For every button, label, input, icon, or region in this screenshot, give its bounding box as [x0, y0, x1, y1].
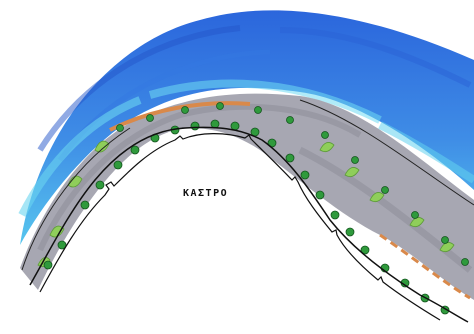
castle-label: ΚΑΣΤΡΟ: [183, 188, 229, 199]
shore-outline: [39, 133, 441, 321]
inner-wall-outline: [29, 126, 469, 323]
brick-line: [109, 101, 251, 132]
sea-band: [20, 10, 474, 246]
tree-dots: [43, 102, 469, 315]
